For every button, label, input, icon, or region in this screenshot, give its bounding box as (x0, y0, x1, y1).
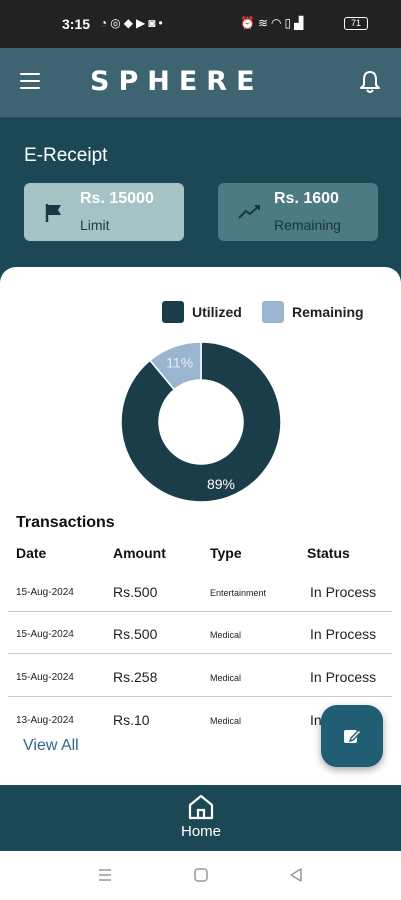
legend-utilized-label: Utilized (192, 304, 242, 320)
hamburger-menu-icon[interactable] (20, 73, 40, 89)
transaction-row[interactable]: 15-Aug-2024 Rs.258 Medical In Process (8, 655, 392, 697)
vibrate-icon: ≋ (257, 16, 272, 30)
status-time: 3:15 (62, 16, 91, 32)
alarm-icon: ⏰ (240, 16, 258, 30)
limit-amount: Rs. 15000 (80, 190, 154, 207)
transaction-status: In Process (310, 669, 377, 685)
transaction-date: 15-Aug-2024 (16, 629, 74, 640)
limit-card[interactable]: Rs. 15000 Limit (24, 183, 184, 241)
nav-home-label: Home (180, 823, 221, 840)
legend-remaining: Remaining (262, 300, 364, 324)
transaction-type: Medical (210, 630, 242, 640)
transaction-row[interactable]: 15-Aug-2024 Rs.500 Entertainment In Proc… (8, 570, 392, 612)
legend-remaining-swatch (262, 301, 284, 323)
trend-icon (238, 205, 260, 219)
transaction-date: 13-Aug-2024 (16, 715, 74, 726)
dot-icon: • (158, 16, 166, 30)
transactions-title: Transactions (16, 514, 115, 531)
remaining-label: Remaining (274, 217, 341, 233)
transaction-status: In Process (310, 584, 377, 600)
bottom-navigation: Home (0, 785, 401, 851)
column-date: Date (16, 545, 47, 561)
transactions-header: Date Amount Type Status (0, 545, 401, 567)
transaction-amount: Rs.500 (113, 584, 158, 600)
status-system-icons: ⏰≋◠▯▟ (240, 16, 306, 30)
transaction-type: Medical (210, 716, 242, 726)
transaction-amount: Rs.10 (113, 712, 150, 728)
view-all-link[interactable]: View All (23, 737, 79, 754)
transaction-date: 15-Aug-2024 (16, 672, 74, 683)
transaction-status: In Process (310, 712, 324, 728)
legend-utilized: Utilized (162, 300, 242, 324)
donut-label-remaining: 11% (166, 355, 193, 371)
remaining-card[interactable]: Rs. 1600 Remaining (218, 183, 378, 241)
home-square-icon[interactable] (193, 867, 209, 883)
nav-home[interactable]: Home (170, 793, 232, 849)
column-amount: Amount (113, 545, 166, 561)
recents-icon[interactable] (97, 867, 113, 883)
donut-label-utilized: 89% (207, 476, 235, 492)
transaction-row[interactable]: 13-Aug-2024 Rs.10 Medical In Process (8, 698, 392, 740)
content-panel: Utilized Remaining 89% 11% Transactions D… (0, 267, 401, 787)
signal-icon: ▟ (294, 16, 307, 30)
back-icon[interactable] (288, 867, 304, 883)
app-header: SPHERE (0, 48, 401, 118)
messenger-icon: ◆ (123, 16, 136, 30)
instagram-icon: ◙ (148, 16, 159, 30)
chrome-icon: ◎ (110, 16, 124, 30)
transaction-status: In Process (310, 626, 377, 642)
transaction-type: Medical (210, 673, 242, 683)
status-app-icons: ◔◎◆▶◙• (100, 16, 166, 30)
whatsapp-icon: ◔ (100, 16, 111, 30)
home-icon (188, 794, 214, 820)
youtube-icon: ▶ (135, 16, 149, 30)
limit-label: Limit (80, 217, 110, 233)
battery-indicator: 71 (344, 17, 368, 30)
transaction-amount: Rs.500 (113, 626, 158, 642)
legend-remaining-label: Remaining (292, 304, 364, 320)
donut-slice-utilized (120, 341, 282, 503)
bell-icon[interactable] (359, 70, 381, 94)
receipt-title: E-Receipt (24, 145, 108, 166)
system-navigation-bar (0, 851, 401, 900)
status-bar: 3:15 ◔◎◆▶◙• ⏰≋◠▯▟ 71 (0, 0, 401, 48)
transaction-row[interactable]: 15-Aug-2024 Rs.500 Medical In Process (8, 612, 392, 654)
remaining-amount: Rs. 1600 (274, 190, 339, 207)
donut-chart: 89% 11% (120, 341, 282, 503)
flag-icon (45, 204, 61, 222)
column-type: Type (210, 545, 242, 561)
volte-icon: ▯ (284, 16, 295, 30)
transaction-amount: Rs.258 (113, 669, 158, 685)
column-status: Status (307, 545, 350, 561)
edit-fab-button[interactable] (321, 705, 383, 767)
transaction-type: Entertainment (210, 588, 267, 598)
transaction-date: 15-Aug-2024 (16, 587, 74, 598)
donut-slice-remaining (148, 341, 202, 391)
legend-utilized-swatch (162, 301, 184, 323)
edit-icon (344, 729, 362, 743)
app-logo: SPHERE (90, 66, 264, 97)
wifi-icon: ◠ (271, 16, 285, 30)
